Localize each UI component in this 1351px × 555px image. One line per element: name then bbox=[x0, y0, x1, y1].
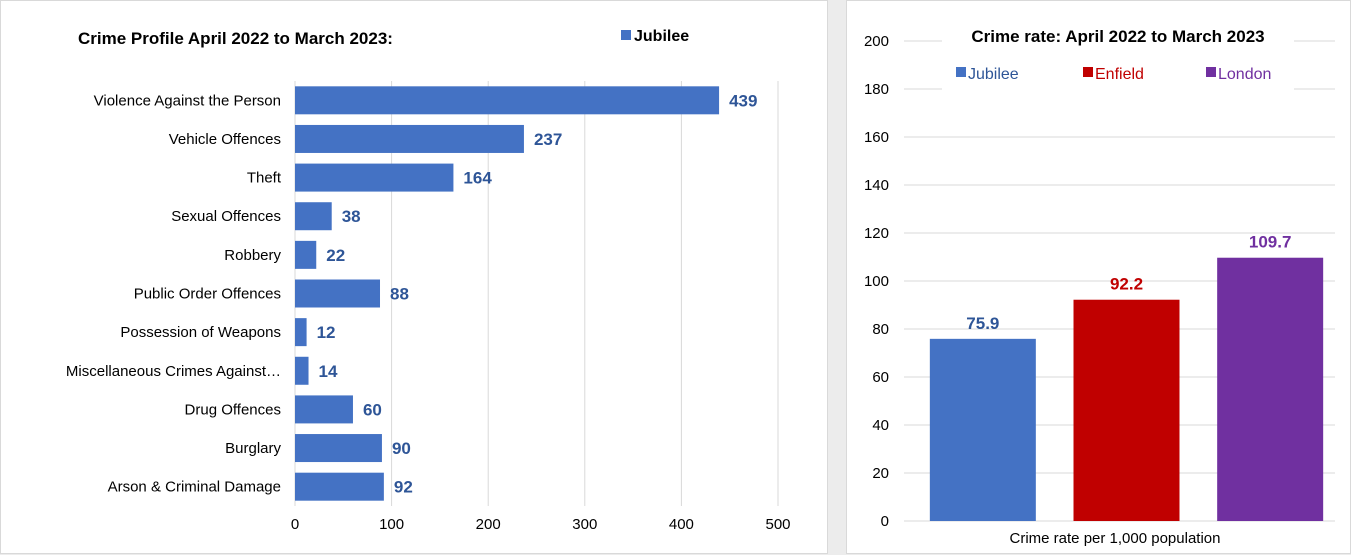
y-tick-label: 100 bbox=[864, 273, 889, 290]
x-tick-label: 200 bbox=[476, 516, 501, 533]
bar bbox=[295, 318, 307, 347]
data-label: 439 bbox=[729, 91, 757, 110]
category-label: Public Order Offences bbox=[134, 286, 281, 303]
y-tick-label: 0 bbox=[881, 513, 889, 530]
category-label: Vehicle Offences bbox=[169, 131, 281, 148]
data-label: 22 bbox=[326, 246, 345, 265]
bar bbox=[295, 434, 382, 463]
y-tick-label: 60 bbox=[872, 369, 889, 386]
y-tick-label: 140 bbox=[864, 177, 889, 194]
x-axis-label: Crime rate per 1,000 population bbox=[1010, 530, 1221, 547]
bar bbox=[295, 163, 454, 192]
category-label: Burglary bbox=[225, 440, 281, 457]
data-label: 75.9 bbox=[966, 314, 999, 333]
category-label: Robbery bbox=[224, 247, 281, 264]
y-tick-label: 20 bbox=[872, 465, 889, 482]
y-tick-label: 160 bbox=[864, 129, 889, 146]
bar bbox=[295, 279, 381, 308]
bar bbox=[1217, 257, 1324, 521]
legend-label: Enfield bbox=[1095, 66, 1144, 83]
category-label: Drug Offences bbox=[185, 401, 281, 418]
data-label: 237 bbox=[534, 130, 562, 149]
category-label: Arson & Criminal Damage bbox=[108, 479, 281, 496]
legend-swatch bbox=[956, 67, 966, 77]
crime-profile-panel: Crime Profile April 2022 to March 2023: … bbox=[0, 0, 828, 554]
chart-title: Crime rate: April 2022 to March 2023 bbox=[971, 27, 1264, 46]
bar bbox=[1073, 299, 1180, 521]
data-label: 88 bbox=[390, 285, 409, 304]
y-tick-label: 180 bbox=[864, 81, 889, 98]
bar bbox=[929, 338, 1036, 521]
data-label: 14 bbox=[319, 362, 338, 381]
crime-rate-panel: 0 20 40 60 80 100 120 140 160 180 200 Crime rate: … bbox=[846, 0, 1351, 554]
x-tick-label: 0 bbox=[291, 516, 299, 533]
bar bbox=[295, 395, 353, 424]
data-label: 90 bbox=[392, 439, 411, 458]
legend-swatch bbox=[1083, 67, 1093, 77]
bar bbox=[295, 124, 524, 153]
x-tick-label: 300 bbox=[572, 516, 597, 533]
data-label: 38 bbox=[342, 207, 361, 226]
y-tick-label: 80 bbox=[872, 321, 889, 338]
crime-profile-chart: Crime Profile April 2022 to March 2023: … bbox=[66, 28, 791, 533]
data-label: 164 bbox=[463, 169, 492, 188]
x-tick-label: 500 bbox=[765, 516, 790, 533]
bar bbox=[295, 472, 384, 501]
bar bbox=[295, 240, 317, 269]
data-label: 109.7 bbox=[1249, 233, 1292, 252]
category-label: Sexual Offences bbox=[171, 208, 281, 225]
y-tick-label: 200 bbox=[864, 33, 889, 50]
title-legend-backdrop bbox=[942, 21, 1294, 91]
legend-swatch-jubilee bbox=[621, 30, 631, 40]
bar bbox=[295, 356, 309, 385]
category-label: Theft bbox=[247, 170, 282, 187]
legend-label-jubilee: Jubilee bbox=[634, 28, 689, 45]
bar bbox=[295, 202, 332, 231]
legend-label: Jubilee bbox=[968, 66, 1019, 83]
data-label: 92.2 bbox=[1110, 275, 1143, 294]
category-label: Miscellaneous Crimes Against… bbox=[66, 363, 281, 380]
y-tick-label: 120 bbox=[864, 225, 889, 242]
legend-label: London bbox=[1218, 66, 1271, 83]
data-label: 92 bbox=[394, 478, 413, 497]
x-tick-label: 400 bbox=[669, 516, 694, 533]
y-tick-label: 40 bbox=[872, 417, 889, 434]
data-label: 60 bbox=[363, 400, 382, 419]
category-label: Violence Against the Person bbox=[94, 92, 281, 109]
x-tick-label: 100 bbox=[379, 516, 404, 533]
category-label: Possession of Weapons bbox=[120, 324, 281, 341]
crime-rate-chart: 0 20 40 60 80 100 120 140 160 180 200 Crime rate: … bbox=[864, 21, 1335, 547]
data-label: 12 bbox=[317, 323, 336, 342]
bar bbox=[295, 86, 720, 115]
legend-swatch bbox=[1206, 67, 1216, 77]
chart-title: Crime Profile April 2022 to March 2023: bbox=[78, 29, 393, 48]
